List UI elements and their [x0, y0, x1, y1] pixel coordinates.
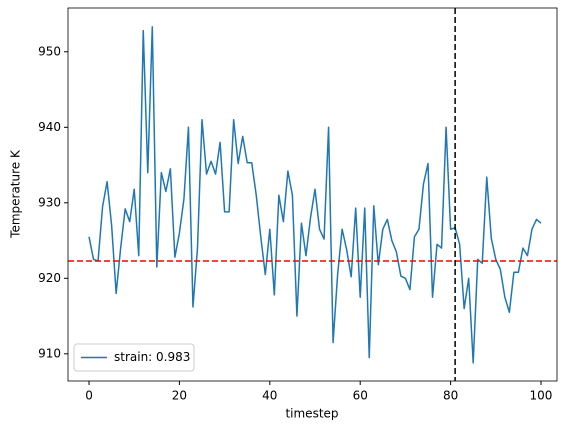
x-tick-label: 100: [530, 389, 553, 403]
y-tick-label: 950: [38, 44, 61, 58]
legend-box: [73, 343, 195, 372]
y-axis-label: Temperature K: [9, 149, 23, 239]
y-tick-label: 920: [38, 271, 61, 285]
x-tick-label: 80: [443, 389, 458, 403]
data-line: [88, 26, 542, 364]
y-tick-label: 940: [38, 120, 61, 134]
legend-label: strain: 0.983: [114, 350, 190, 364]
y-tick-label: 930: [38, 195, 61, 209]
x-tick-label: 0: [85, 389, 93, 403]
x-tick-label: 40: [262, 389, 277, 403]
x-axis-label: timestep: [285, 407, 338, 421]
x-tick-label: 20: [172, 389, 187, 403]
x-tick-label: 60: [353, 389, 368, 403]
y-tick-label: 910: [38, 346, 61, 360]
plot-frame: [67, 7, 558, 382]
